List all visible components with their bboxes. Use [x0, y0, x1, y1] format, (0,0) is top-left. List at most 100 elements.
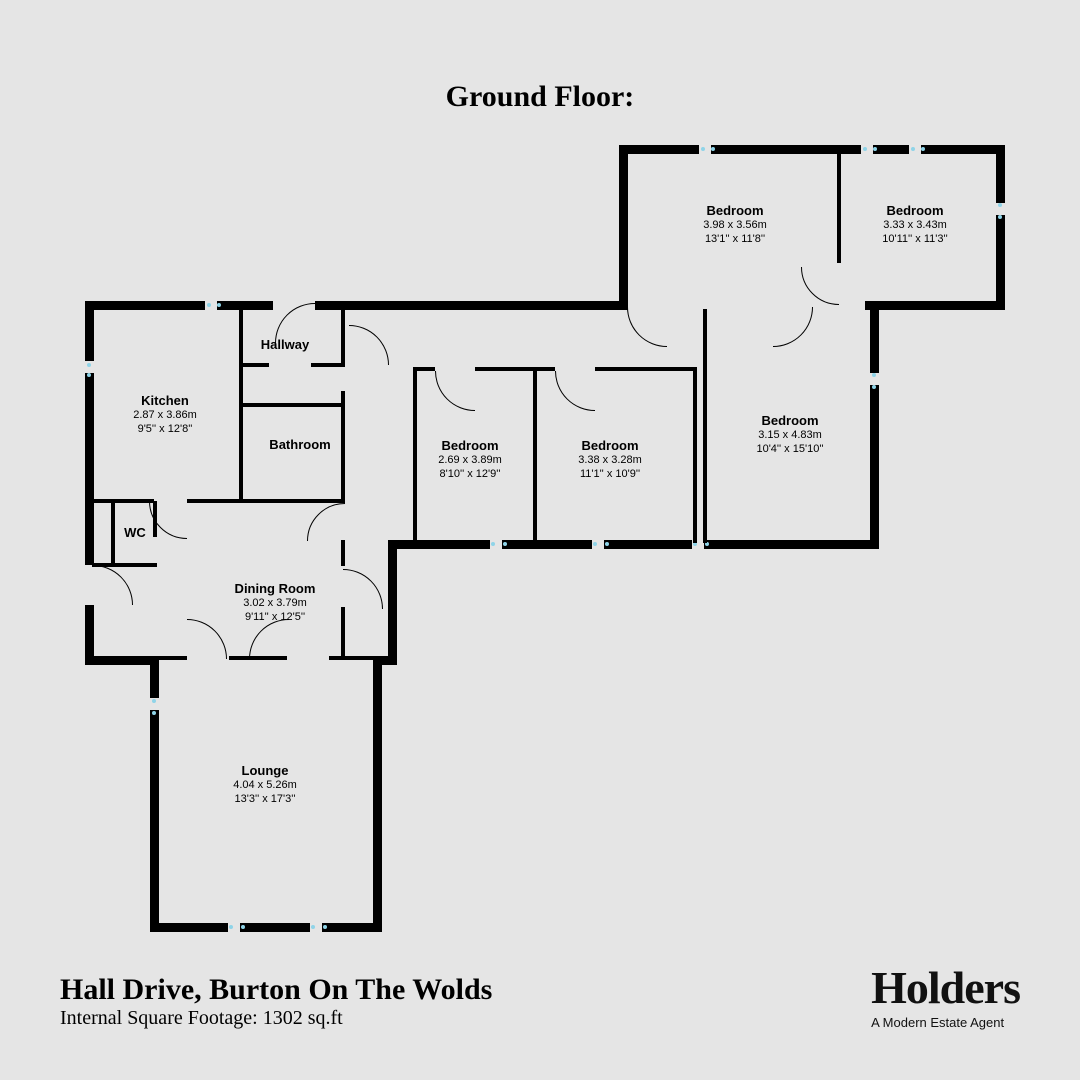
room-dim-m: 3.38 x 3.28m	[578, 454, 642, 468]
wall-dot	[311, 925, 315, 929]
inner-wall	[341, 391, 345, 503]
room-name: Bathroom	[269, 437, 330, 453]
wall	[85, 301, 205, 310]
room-name: Kitchen	[133, 393, 197, 409]
room-name: Lounge	[233, 763, 297, 779]
inner-wall	[693, 367, 697, 543]
wall-dot	[87, 363, 91, 367]
wall	[870, 301, 879, 373]
wall-dot	[921, 147, 925, 151]
wall	[85, 301, 94, 361]
inner-wall	[159, 656, 187, 660]
room-dining: Dining Room 3.02 x 3.79m 9'11'' x 12'5''	[235, 581, 316, 625]
inner-wall	[837, 153, 841, 263]
room-dim-m: 4.04 x 5.26m	[233, 779, 297, 793]
wall	[388, 540, 397, 665]
room-bedroom-4: Bedroom 3.98 x 3.56m 13'1'' x 11'8''	[703, 203, 767, 247]
wall	[85, 656, 159, 665]
wall-dot	[229, 925, 233, 929]
page-title: Ground Floor:	[0, 80, 1080, 114]
room-name: Bedroom	[438, 438, 502, 454]
room-hallway: Hallway	[261, 337, 309, 353]
room-bedroom-3: Bedroom 3.15 x 4.83m 10'4'' x 15'10''	[756, 413, 823, 457]
property-address: Hall Drive, Burton On The Wolds	[60, 973, 492, 1007]
inner-wall	[595, 367, 697, 371]
wall	[150, 710, 159, 932]
wall-dot	[911, 147, 915, 151]
wall-dot	[152, 699, 156, 703]
inner-wall	[92, 499, 154, 503]
wall-dot	[87, 373, 91, 377]
wall-dot	[998, 203, 1002, 207]
wall-dot	[711, 147, 715, 151]
wall	[704, 540, 879, 549]
wall	[150, 656, 159, 698]
room-dim-ft: 9'11'' x 12'5''	[235, 611, 316, 625]
room-name: Bedroom	[756, 413, 823, 429]
brand-name: Holders	[871, 965, 1020, 1011]
wall-dot	[207, 303, 211, 307]
room-dim-ft: 10'11'' x 11'3''	[882, 233, 947, 247]
inner-wall	[341, 309, 345, 367]
wall-dot	[323, 925, 327, 929]
wall-dot	[503, 542, 507, 546]
wall	[996, 215, 1005, 310]
floor-plan: Kitchen 2.87 x 3.86m 9'5'' x 12'8'' Hall…	[75, 145, 1005, 945]
room-dim-m: 3.98 x 3.56m	[703, 219, 767, 233]
wall	[873, 145, 909, 154]
wall-dot	[593, 542, 597, 546]
inner-wall	[187, 499, 345, 503]
wall-dot	[241, 925, 245, 929]
inner-wall	[111, 501, 115, 567]
wall	[217, 301, 273, 310]
room-dim-ft: 10'4'' x 15'10''	[756, 443, 823, 457]
inner-wall	[703, 309, 707, 543]
wall	[315, 301, 628, 310]
room-dim-ft: 8'10'' x 12'9''	[438, 468, 502, 482]
room-dim-m: 3.33 x 3.43m	[882, 219, 947, 233]
wall-dot	[863, 147, 867, 151]
room-dim-m: 3.15 x 4.83m	[756, 429, 823, 443]
room-name: Bedroom	[882, 203, 947, 219]
room-dim-ft: 11'1'' x 10'9''	[578, 468, 642, 482]
door-arc	[733, 267, 813, 347]
wall	[240, 923, 310, 932]
room-wc: WC	[124, 525, 146, 541]
door-arc	[307, 503, 383, 579]
room-dim-m: 2.87 x 3.86m	[133, 409, 197, 423]
brand-block: Holders A Modern Estate Agent	[871, 965, 1020, 1030]
wall	[502, 540, 592, 549]
wall	[870, 385, 879, 549]
wall-dot	[872, 385, 876, 389]
room-kitchen: Kitchen 2.87 x 3.86m 9'5'' x 12'8''	[133, 393, 197, 437]
room-name: Bedroom	[578, 438, 642, 454]
door-arc	[555, 331, 635, 411]
inner-wall	[311, 363, 345, 367]
wall	[619, 145, 628, 310]
wall	[996, 145, 1005, 203]
room-name: WC	[124, 525, 146, 541]
inner-wall	[329, 656, 373, 660]
wall-dot	[491, 542, 495, 546]
square-footage: Internal Square Footage: 1302 sq.ft	[60, 1007, 492, 1030]
wall-dot	[217, 303, 221, 307]
room-dim-m: 3.02 x 3.79m	[235, 597, 316, 611]
wall	[373, 656, 382, 932]
inner-wall	[239, 403, 343, 407]
room-dim-ft: 9'5'' x 12'8''	[133, 423, 197, 437]
room-bedroom-1: Bedroom 2.69 x 3.89m 8'10'' x 12'9''	[438, 438, 502, 482]
wall-dot	[872, 373, 876, 377]
inner-wall	[475, 367, 555, 371]
room-lounge: Lounge 4.04 x 5.26m 13'3'' x 17'3''	[233, 763, 297, 807]
wall	[604, 540, 692, 549]
footer-info: Hall Drive, Burton On The Wolds Internal…	[60, 973, 492, 1030]
wall-dot	[605, 542, 609, 546]
wall	[874, 301, 1005, 310]
inner-wall	[533, 367, 537, 543]
wall	[921, 145, 1005, 154]
inner-wall	[413, 367, 417, 543]
room-bathroom: Bathroom	[269, 437, 330, 453]
inner-wall	[413, 367, 435, 371]
room-dim-m: 2.69 x 3.89m	[438, 454, 502, 468]
wall-dot	[701, 147, 705, 151]
